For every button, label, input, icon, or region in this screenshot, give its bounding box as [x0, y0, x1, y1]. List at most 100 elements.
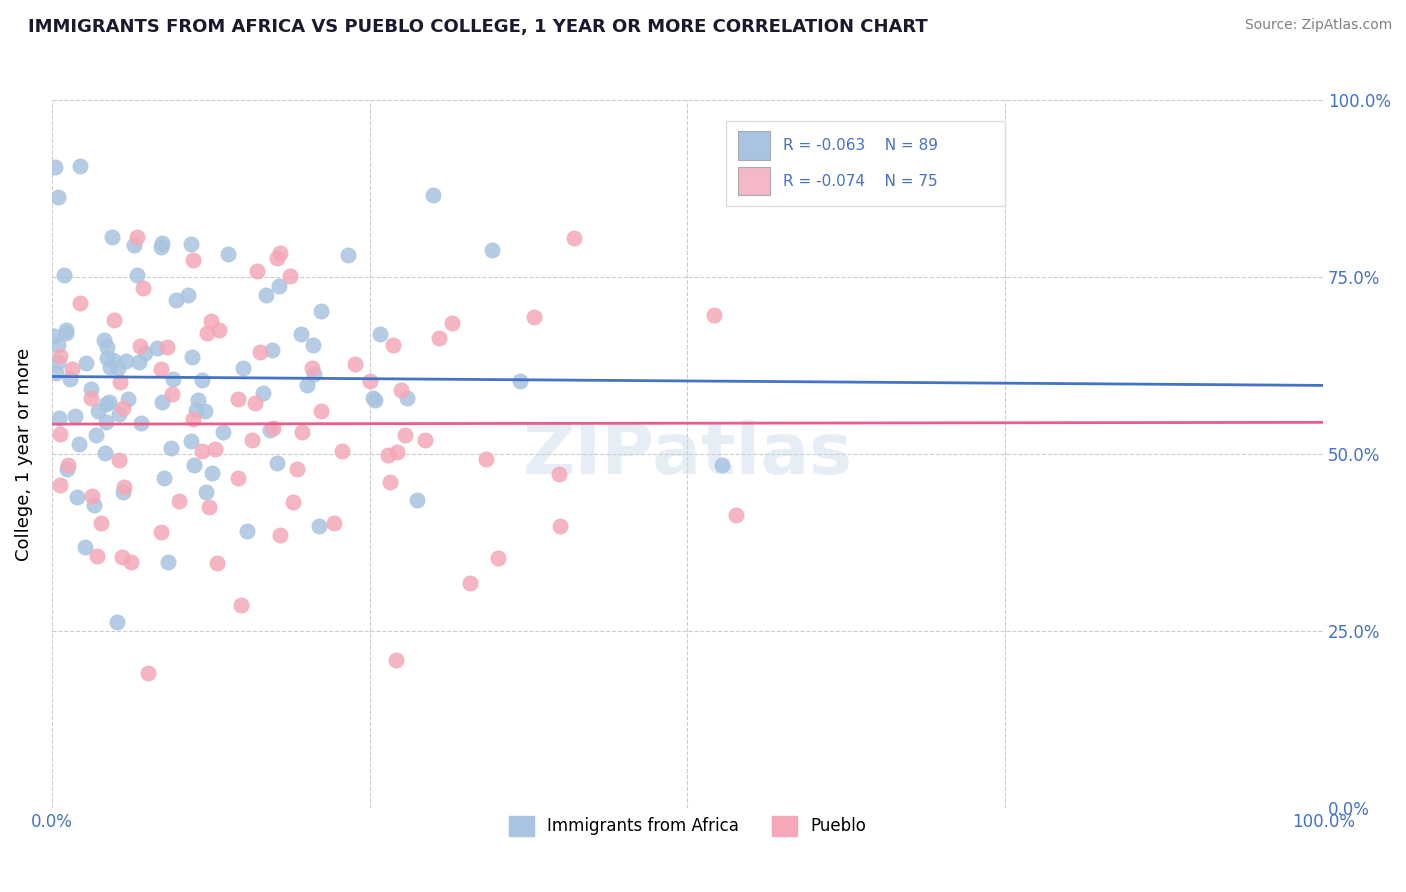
Point	[226, 392, 249, 406]
Point	[146, 341, 169, 355]
Point	[105, 615, 128, 629]
Point	[84, 428, 107, 442]
Point	[562, 230, 585, 244]
Point	[361, 391, 384, 405]
Point	[160, 441, 183, 455]
Y-axis label: College, 1 year or more: College, 1 year or more	[15, 348, 32, 560]
Point	[129, 416, 152, 430]
Point	[413, 433, 436, 447]
Point	[69, 296, 91, 310]
Point	[67, 437, 90, 451]
Point	[208, 323, 231, 337]
Point	[200, 314, 222, 328]
Point	[297, 378, 319, 392]
Point	[394, 427, 416, 442]
Point	[180, 236, 202, 251]
Bar	[738, 167, 770, 195]
Bar	[738, 131, 770, 160]
Point	[187, 393, 209, 408]
Point	[191, 443, 214, 458]
Point	[269, 528, 291, 542]
Point	[108, 375, 131, 389]
Point	[87, 404, 110, 418]
Point	[259, 423, 281, 437]
Point	[205, 556, 228, 570]
Point	[291, 425, 314, 439]
Point	[249, 344, 271, 359]
Point	[194, 404, 217, 418]
Point	[240, 433, 263, 447]
Point	[63, 409, 86, 423]
Point	[266, 456, 288, 470]
Point	[195, 485, 218, 500]
Point	[44, 329, 66, 343]
Point	[364, 392, 387, 407]
Point	[55, 323, 77, 337]
Point	[59, 372, 82, 386]
Point	[94, 446, 117, 460]
Text: IMMIGRANTS FROM AFRICA VS PUEBLO COLLEGE, 1 YEAR OR MORE CORRELATION CHART: IMMIGRANTS FROM AFRICA VS PUEBLO COLLEGE…	[28, 18, 928, 36]
Point	[96, 397, 118, 411]
Point	[211, 425, 233, 439]
Point	[309, 303, 332, 318]
Point	[290, 327, 312, 342]
Point	[46, 355, 69, 369]
Point	[523, 310, 546, 324]
Point	[198, 500, 221, 515]
Point	[422, 188, 444, 202]
FancyBboxPatch shape	[725, 120, 1005, 206]
Point	[304, 367, 326, 381]
Point	[475, 451, 498, 466]
Point	[389, 383, 412, 397]
Point	[204, 442, 226, 456]
Point	[103, 313, 125, 327]
Point	[267, 279, 290, 293]
Point	[75, 541, 97, 555]
Point	[285, 462, 308, 476]
Point	[278, 268, 301, 283]
Point	[703, 309, 725, 323]
Point	[127, 268, 149, 282]
Point	[165, 293, 187, 308]
Point	[114, 354, 136, 368]
Point	[308, 518, 330, 533]
Point	[79, 391, 101, 405]
Point	[45, 366, 67, 380]
Point	[167, 494, 190, 508]
Point	[82, 489, 104, 503]
Point	[122, 238, 145, 252]
Point	[112, 485, 135, 500]
Point	[150, 235, 173, 250]
Point	[254, 287, 277, 301]
Point	[53, 268, 76, 282]
Point	[344, 357, 367, 371]
Point	[120, 556, 142, 570]
Point	[156, 340, 179, 354]
Point	[108, 408, 131, 422]
Point	[481, 244, 503, 258]
Point	[86, 549, 108, 564]
Point	[322, 516, 344, 530]
Point	[281, 495, 304, 509]
Point	[309, 404, 332, 418]
Point	[382, 338, 405, 352]
Point	[69, 159, 91, 173]
Point	[359, 374, 381, 388]
Text: R = -0.063    N = 89: R = -0.063 N = 89	[783, 138, 938, 153]
Point	[262, 421, 284, 435]
Point	[60, 362, 83, 376]
Point	[93, 333, 115, 347]
Point	[111, 550, 134, 565]
Point	[162, 372, 184, 386]
Point	[181, 412, 204, 426]
Point	[226, 471, 249, 485]
Point	[138, 666, 160, 681]
Point	[385, 444, 408, 458]
Point	[153, 470, 176, 484]
Point	[548, 467, 571, 482]
Point	[260, 343, 283, 357]
Point	[75, 356, 97, 370]
Point	[44, 161, 66, 175]
Point	[232, 360, 254, 375]
Point	[96, 351, 118, 366]
